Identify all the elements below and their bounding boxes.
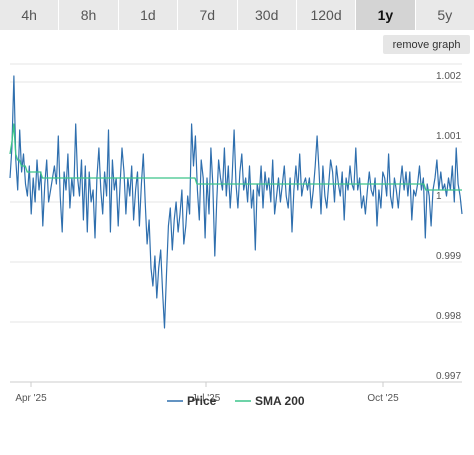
tab-8h[interactable]: 8h: [59, 0, 118, 30]
y-tick-label: 0.997: [436, 371, 461, 382]
x-tick-label: Jul '25: [192, 393, 221, 404]
tab-7d[interactable]: 7d: [178, 0, 237, 30]
y-tick-label: 0.998: [436, 311, 461, 322]
y-tick-label: 1.002: [436, 71, 461, 82]
tab-4h[interactable]: 4h: [0, 0, 59, 30]
timeframe-tabs: 4h 8h 1d 7d 30d 120d 1y 5y: [0, 0, 474, 30]
tab-30d[interactable]: 30d: [237, 0, 296, 30]
tab-1y[interactable]: 1y: [356, 0, 415, 30]
grid-lines: [10, 63, 462, 383]
y-tick-label: 1: [436, 191, 442, 202]
y-axis-ticks: 1.002 1.001 1 0.999 0.998 0.997: [436, 71, 461, 382]
series-layer: [9, 75, 463, 329]
y-tick-label: 1.001: [436, 131, 461, 142]
x-tick-label: Apr '25: [15, 393, 47, 404]
series-line-sma-200: [9, 123, 462, 191]
legend-label-sma-200[interactable]: SMA 200: [255, 394, 305, 408]
y-tick-label: 0.999: [436, 251, 461, 262]
legend-label-price[interactable]: Price: [187, 394, 217, 408]
tab-1d[interactable]: 1d: [118, 0, 178, 30]
tab-5y[interactable]: 5y: [415, 0, 474, 30]
x-axis: Apr '25 Jul '25 Oct '25: [10, 381, 462, 404]
tab-120d[interactable]: 120d: [296, 0, 356, 30]
legend: Price SMA 200: [167, 394, 305, 408]
x-tick-label: Oct '25: [367, 393, 399, 404]
remove-graph-button[interactable]: remove graph: [383, 35, 470, 54]
